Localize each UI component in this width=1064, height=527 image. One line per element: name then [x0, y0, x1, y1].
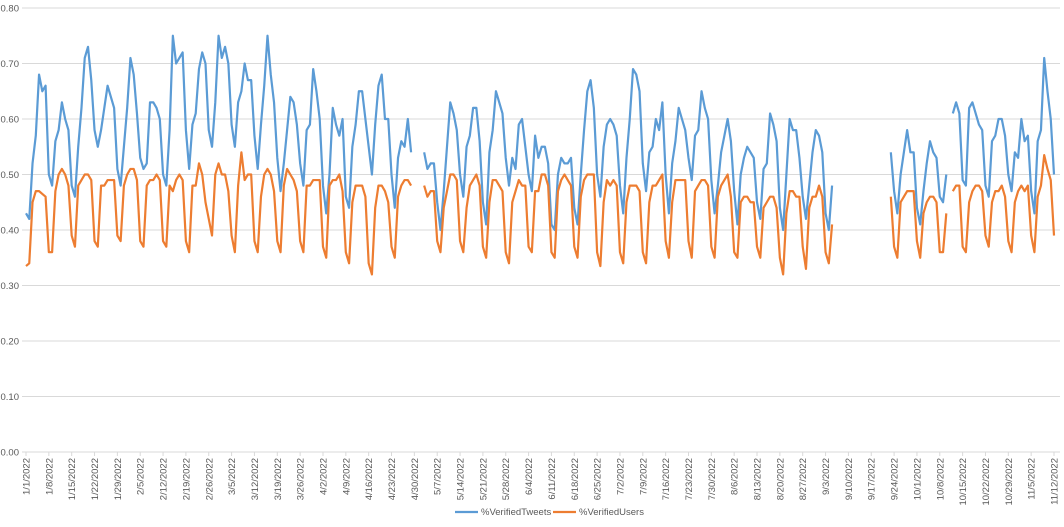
x-tick-label: 5/28/2022: [501, 458, 512, 500]
y-tick-label: 0.10: [1, 392, 20, 403]
x-tick-label: 6/25/2022: [593, 458, 604, 500]
x-tick-label: 10/29/2022: [1004, 458, 1015, 506]
x-tick-label: 1/15/2022: [67, 458, 78, 500]
x-tick-label: 6/11/2022: [547, 458, 558, 500]
x-tick-label: 4/16/2022: [364, 458, 375, 500]
x-tick-label: 2/5/2022: [136, 458, 147, 495]
x-tick-label: 10/15/2022: [958, 458, 969, 506]
legend: %VerifiedTweets %VerifiedUsers: [455, 507, 644, 518]
y-tick-label: 0.30: [1, 281, 20, 292]
x-tick-label: 2/19/2022: [181, 458, 192, 500]
x-tick-label: 7/16/2022: [661, 458, 672, 500]
x-tick-label: 1/8/2022: [44, 458, 55, 495]
x-tick-label: 1/1/2022: [22, 458, 33, 495]
x-tick-label: 8/6/2022: [730, 458, 741, 495]
x-tick-label: 9/3/2022: [821, 458, 832, 495]
y-tick-label: 0.40: [1, 226, 20, 237]
x-tick-label: 8/27/2022: [798, 458, 809, 500]
x-tick-label: 11/12/2022: [1050, 458, 1061, 505]
y-tick-label: 0.80: [1, 4, 20, 15]
x-tick-label: 8/20/2022: [775, 458, 786, 500]
series-line-verified-tweets: [25, 34, 1056, 232]
x-tick-label: 10/8/2022: [935, 458, 946, 500]
x-tick-label: 9/10/2022: [844, 458, 855, 500]
x-tick-label: 10/1/2022: [912, 458, 923, 500]
x-tick-label: 5/21/2022: [478, 458, 489, 500]
x-tick-label: 3/19/2022: [273, 458, 284, 500]
x-tick-label: 11/5/2022: [1027, 458, 1038, 500]
x-tick-label: 7/23/2022: [684, 458, 695, 500]
y-tick-label: 0.60: [1, 115, 20, 126]
x-tick-label: 1/22/2022: [90, 458, 101, 500]
x-tick-label: 4/23/2022: [387, 458, 398, 500]
series-line-verified-users: [25, 151, 1056, 276]
gridlines: [22, 7, 1060, 456]
legend-label-verified-tweets: %VerifiedTweets: [481, 507, 551, 518]
x-tick-label: 6/18/2022: [570, 458, 581, 500]
x-tick-label: 6/4/2022: [524, 458, 535, 495]
x-tick-label: 4/2/2022: [318, 458, 329, 495]
x-tick-label: 2/26/2022: [204, 458, 215, 500]
x-axis-tick-labels: 1/1/2022 1/8/2022 1/15/2022 1/22/2022 1/29/2…: [22, 458, 1061, 506]
y-axis-tick-labels: 0.00 0.10 0.20 0.30 0.40 0.50 0.60 0.70 0.80: [1, 4, 20, 459]
x-tick-label: 3/12/2022: [250, 458, 261, 500]
y-tick-label: 0.20: [1, 337, 20, 348]
x-tick-label: 7/9/2022: [638, 458, 649, 495]
x-tick-label: 2/12/2022: [159, 458, 170, 500]
x-tick-label: 3/26/2022: [296, 458, 307, 500]
y-tick-label: 0.50: [1, 170, 20, 181]
y-tick-label: 0.70: [1, 59, 20, 70]
x-tick-label: 9/24/2022: [890, 458, 901, 500]
x-tick-label: 4/9/2022: [341, 458, 352, 495]
x-tick-label: 5/14/2022: [456, 458, 467, 500]
y-tick-label: 0.00: [1, 448, 20, 459]
x-tick-label: 4/30/2022: [410, 458, 421, 500]
series-lines: [25, 34, 1056, 276]
x-tick-label: 1/29/2022: [113, 458, 124, 500]
x-tick-label: 7/30/2022: [707, 458, 718, 500]
x-tick-label: 3/5/2022: [227, 458, 238, 495]
x-tick-label: 5/7/2022: [433, 458, 444, 495]
x-tick-label: 7/2/2022: [615, 458, 626, 495]
x-tick-label: 8/13/2022: [753, 458, 764, 500]
x-tick-label: 9/17/2022: [867, 458, 878, 500]
x-tick-label: 10/22/2022: [981, 458, 992, 506]
legend-label-verified-users: %VerifiedUsers: [579, 507, 644, 518]
